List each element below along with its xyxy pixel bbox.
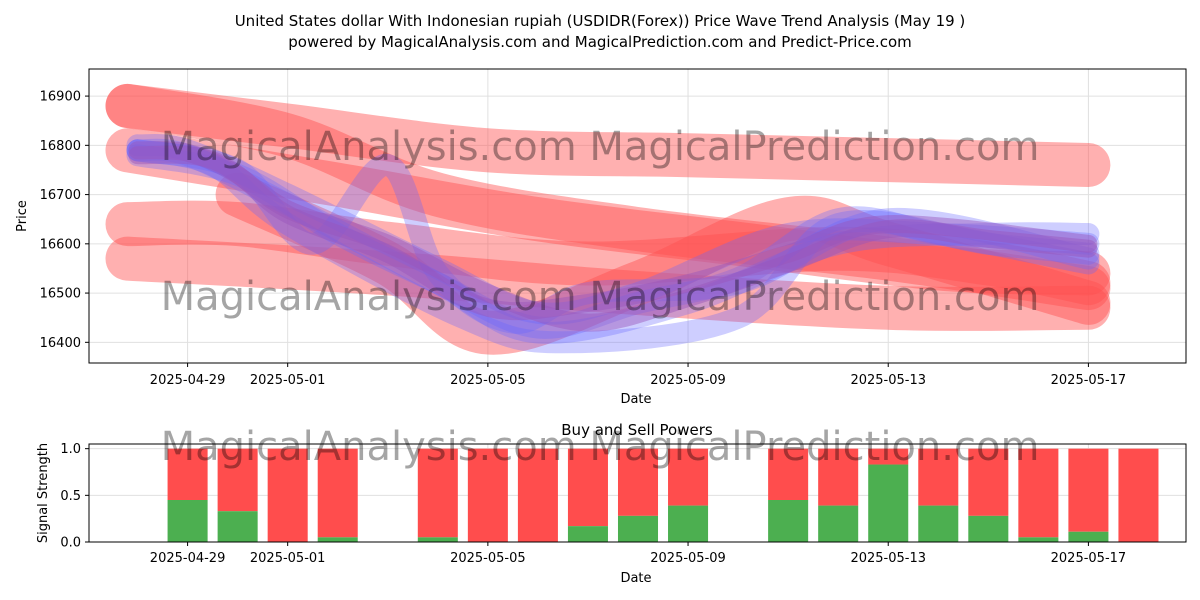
price-grid [89, 69, 1186, 363]
sell-power-bar [818, 448, 859, 506]
sell-power-bar [918, 448, 959, 506]
price-x-tick-label: 2025-05-09 [650, 373, 726, 388]
powers-y-axis-label: Signal Strength [36, 443, 51, 543]
price-x-axis-label: Date [620, 392, 651, 407]
sell-power-bar [1018, 448, 1059, 538]
watermark-top-upper: MagicalAnalysis.com MagicalPrediction.co… [161, 124, 1040, 170]
sell-power-bar [668, 448, 709, 506]
buy-power-bar [567, 526, 608, 542]
red-wave-band-4 [105, 200, 1111, 306]
sell-power-bar [417, 448, 458, 538]
blue-wave-band-1 [126, 138, 1100, 344]
purple-wave-band-2 [128, 145, 1098, 332]
powers-x-tick-label: 2025-04-29 [150, 551, 226, 566]
buy-power-bar [317, 537, 358, 542]
powers-x-tick-label: 2025-05-09 [650, 551, 726, 566]
buy-power-bar [1018, 537, 1059, 542]
watermark-top: MagicalAnalysis.com MagicalPrediction.co… [161, 274, 1040, 320]
powers-x-tick-label: 2025-05-05 [450, 551, 526, 566]
sell-power-bar [567, 448, 608, 527]
buy-power-bar [918, 505, 959, 542]
sell-power-bar [267, 448, 308, 542]
sell-power-bar [467, 448, 508, 542]
price-y-tick-label: 16800 [40, 139, 81, 154]
buy-power-bar [968, 515, 1009, 542]
price-x-tick-label: 2025-05-13 [850, 373, 926, 388]
powers-x-tick-label: 2025-05-01 [250, 551, 326, 566]
blue-wave-band-2 [126, 139, 1100, 354]
sell-power-bar [868, 448, 909, 465]
sell-power-bar [517, 448, 558, 542]
price-x-tick-label: 2025-05-05 [450, 373, 526, 388]
powers-x-tick-label: 2025-05-13 [850, 551, 926, 566]
price-x-tick-label: 2025-05-17 [1051, 373, 1127, 388]
red-wave-band-1 [105, 83, 1111, 187]
price-axes: 2025-04-29 2025-05-01 2025-05-05 2025-05-09… [40, 90, 1127, 388]
buy-power-bar [417, 537, 458, 542]
chart-title-line2: powered by MagicalAnalysis.com and Magic… [288, 33, 912, 51]
red-wave-band-2 [105, 83, 1111, 311]
powers-y-tick-label: 0.5 [60, 489, 81, 504]
price-x-tick-label: 2025-04-29 [150, 373, 226, 388]
powers-y-tick-label: 0.0 [60, 536, 81, 551]
price-x-tick-label: 2025-05-01 [250, 373, 326, 388]
sell-power-bar [1118, 448, 1159, 542]
buy-power-bar [868, 464, 909, 542]
powers-bars [167, 448, 1159, 542]
blue-wave-band-5 [126, 144, 1100, 339]
price-plot-frame [88, 68, 1187, 364]
powers-x-axis-label: Date [620, 571, 651, 586]
watermark-bottom: MagicalAnalysis.com MagicalPrediction.co… [161, 424, 1040, 470]
powers-title: Buy and Sell Powers [561, 421, 713, 439]
buy-power-bar [217, 511, 258, 542]
buy-power-bar [768, 500, 809, 542]
buy-power-bar [1068, 531, 1109, 542]
price-y-tick-label: 16500 [40, 287, 81, 302]
red-wave-band-6 [215, 172, 1111, 355]
buy-power-bar [167, 500, 208, 542]
red-wave-band-3 [105, 128, 1111, 296]
red-wave-band-5 [105, 236, 1111, 331]
powers-y-tick-label: 1.0 [60, 442, 81, 457]
price-y-axis-label: Price [15, 200, 30, 232]
price-y-tick-label: 16700 [40, 188, 81, 203]
sell-power-bar [167, 448, 208, 500]
price-wave-bands [105, 83, 1111, 355]
buy-power-bar [668, 505, 709, 542]
sell-power-bar [968, 448, 1009, 516]
powers-x-tick-label: 2025-05-17 [1051, 551, 1127, 566]
sell-power-bar [1068, 448, 1109, 532]
sell-power-bar [217, 448, 258, 512]
purple-wave-band-1 [128, 141, 1098, 321]
price-y-tick-label: 16600 [40, 237, 81, 252]
powers-axes: 2025-04-29 2025-05-01 2025-05-05 2025-05-09… [60, 442, 1126, 566]
price-y-tick-label: 16400 [40, 336, 81, 351]
sell-power-bar [617, 448, 659, 516]
price-y-tick-label: 16900 [40, 90, 81, 105]
chart-title-line1: United States dollar With Indonesian rup… [235, 12, 966, 30]
sell-power-bar [768, 448, 809, 500]
powers-plot-frame [88, 443, 1187, 543]
sell-power-bar [317, 448, 358, 538]
blue-wave-band-3 [126, 134, 1100, 325]
blue-wave-band-4 [126, 139, 1100, 334]
buy-power-bar [617, 515, 659, 542]
buy-power-bar [818, 505, 859, 542]
